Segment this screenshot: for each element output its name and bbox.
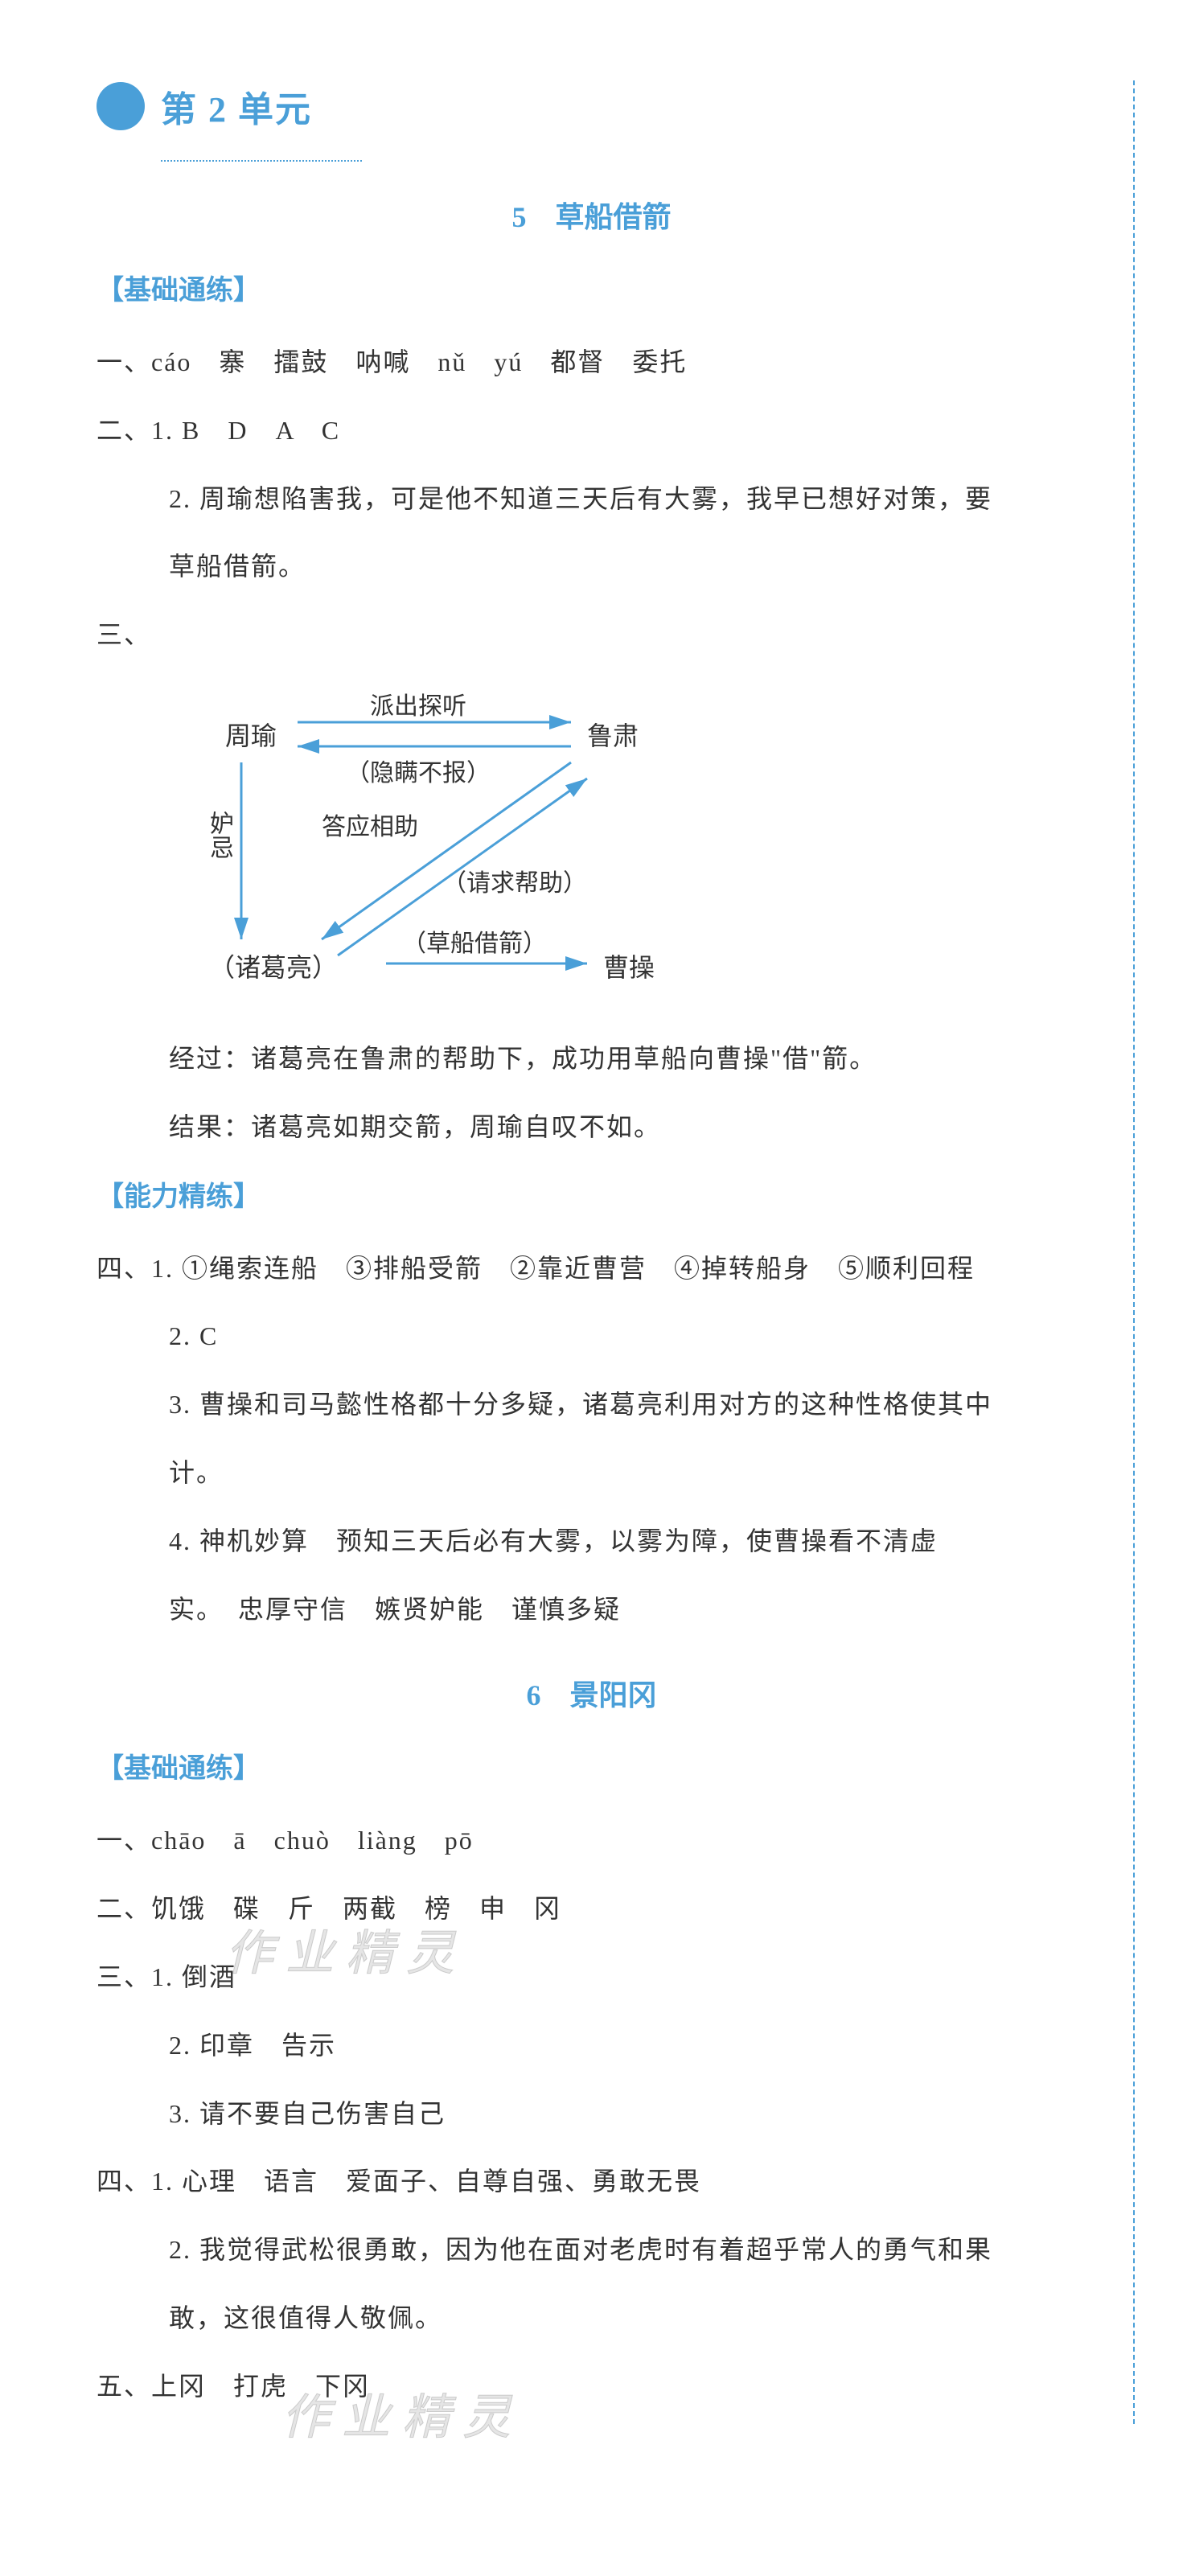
lesson5-item4-3a: 3. 曹操和司马懿性格都十分多疑，诸葛亮利用对方的这种性格使其中 <box>97 1374 1086 1436</box>
lesson6-item4-1: 四、1. 心理 语言 爱面子、自尊自强、勇敢无畏 <box>97 2151 1086 2212</box>
edge-left: 妒忌 <box>201 811 236 859</box>
section-basic-label: 【基础通练】 <box>97 268 1086 307</box>
lesson6-section-basic-label: 【基础通练】 <box>97 1746 1086 1785</box>
lesson5-item2-1: 二、1. B D A C <box>97 400 1086 462</box>
lesson5-item4-2: 2. C <box>97 1305 1086 1367</box>
lesson5-item4-1: 四、1. ①绳索连船 ③排船受箭 ②靠近曹营 ④掉转船身 ⑤顺利回程 <box>97 1238 1086 1300</box>
lesson5-item2-2b: 草船借箭。 <box>97 536 1086 598</box>
lesson6-item5: 五、上冈 打虎 下冈 <box>97 2356 1086 2418</box>
lesson5-jingguo: 经过：诸葛亮在鲁肃的帮助下，成功用草船向曹操"借"箭。 <box>97 1028 1086 1090</box>
lesson5-jieguo: 结果：诸葛亮如期交箭，周瑜自叹不如。 <box>97 1096 1086 1158</box>
lesson6-item1: 一、chāo ā chuò liàng pō <box>97 1810 1086 1871</box>
lesson5-item3-label: 三、 <box>97 604 1086 666</box>
lesson5-item4-3b: 计。 <box>97 1442 1086 1504</box>
lesson5-title: 5 草船借箭 <box>97 194 1086 236</box>
lesson6-item4-2b: 敢，这很值得人敬佩。 <box>97 2287 1086 2349</box>
edge-mid1: 答应相助 <box>322 807 418 842</box>
lesson6-item2: 二、饥饿 碟 斤 两截 榜 申 冈 <box>97 1878 1086 1940</box>
edge-mid2: （请求帮助） <box>442 863 587 898</box>
lesson6-item3-3: 3. 请不要自己伤害自己 <box>97 2083 1086 2145</box>
unit-underline <box>161 160 362 162</box>
node-lusu: 鲁肃 <box>587 716 639 753</box>
node-caocao: 曹操 <box>603 947 655 984</box>
lesson5-item1: 一、cáo 寨 擂鼓 呐喊 nǔ yú 都督 委托 <box>97 331 1086 393</box>
section-ability-label: 【能力精练】 <box>97 1174 1086 1214</box>
lesson5-item2-2: 2. 周瑜想陷害我，可是他不知道三天后有大雾，我早已想好对策，要 <box>97 468 1086 530</box>
edge-bottom: （草船借箭） <box>402 923 547 959</box>
unit-title: 第 2 单元 <box>161 80 312 132</box>
lesson6-item3-1: 三、1. 倒酒 <box>97 1946 1086 2008</box>
unit-header: 第 2 单元 <box>97 80 1086 132</box>
node-zhouyu: 周瑜 <box>225 716 277 753</box>
page-border <box>1133 80 1135 2424</box>
unit-circle-icon <box>97 82 145 130</box>
lesson6-title: 6 景阳冈 <box>97 1672 1086 1714</box>
node-zhugeliang: （诸葛亮） <box>209 947 338 984</box>
lesson5-item4-4b: 实。 忠厚守信 嫉贤妒能 谨慎多疑 <box>97 1579 1086 1641</box>
lesson6-item3-2: 2. 印章 告示 <box>97 2015 1086 2077</box>
relationship-diagram: 周瑜 鲁肃 （诸葛亮） 曹操 派出探听 （隐瞒不报） 妒忌 答应相助 （请求帮助… <box>177 682 820 1004</box>
lesson6-item4-2a: 2. 我觉得武松很勇敢，因为他在面对老虎时有着超乎常人的勇气和果 <box>97 2219 1086 2281</box>
lesson5-item4-4a: 4. 神机妙算 预知三天后必有大雾，以雾为障，使曹操看不清虚 <box>97 1510 1086 1572</box>
edge-top1: 派出探听 <box>370 686 466 721</box>
edge-top2: （隐瞒不报） <box>346 753 491 788</box>
